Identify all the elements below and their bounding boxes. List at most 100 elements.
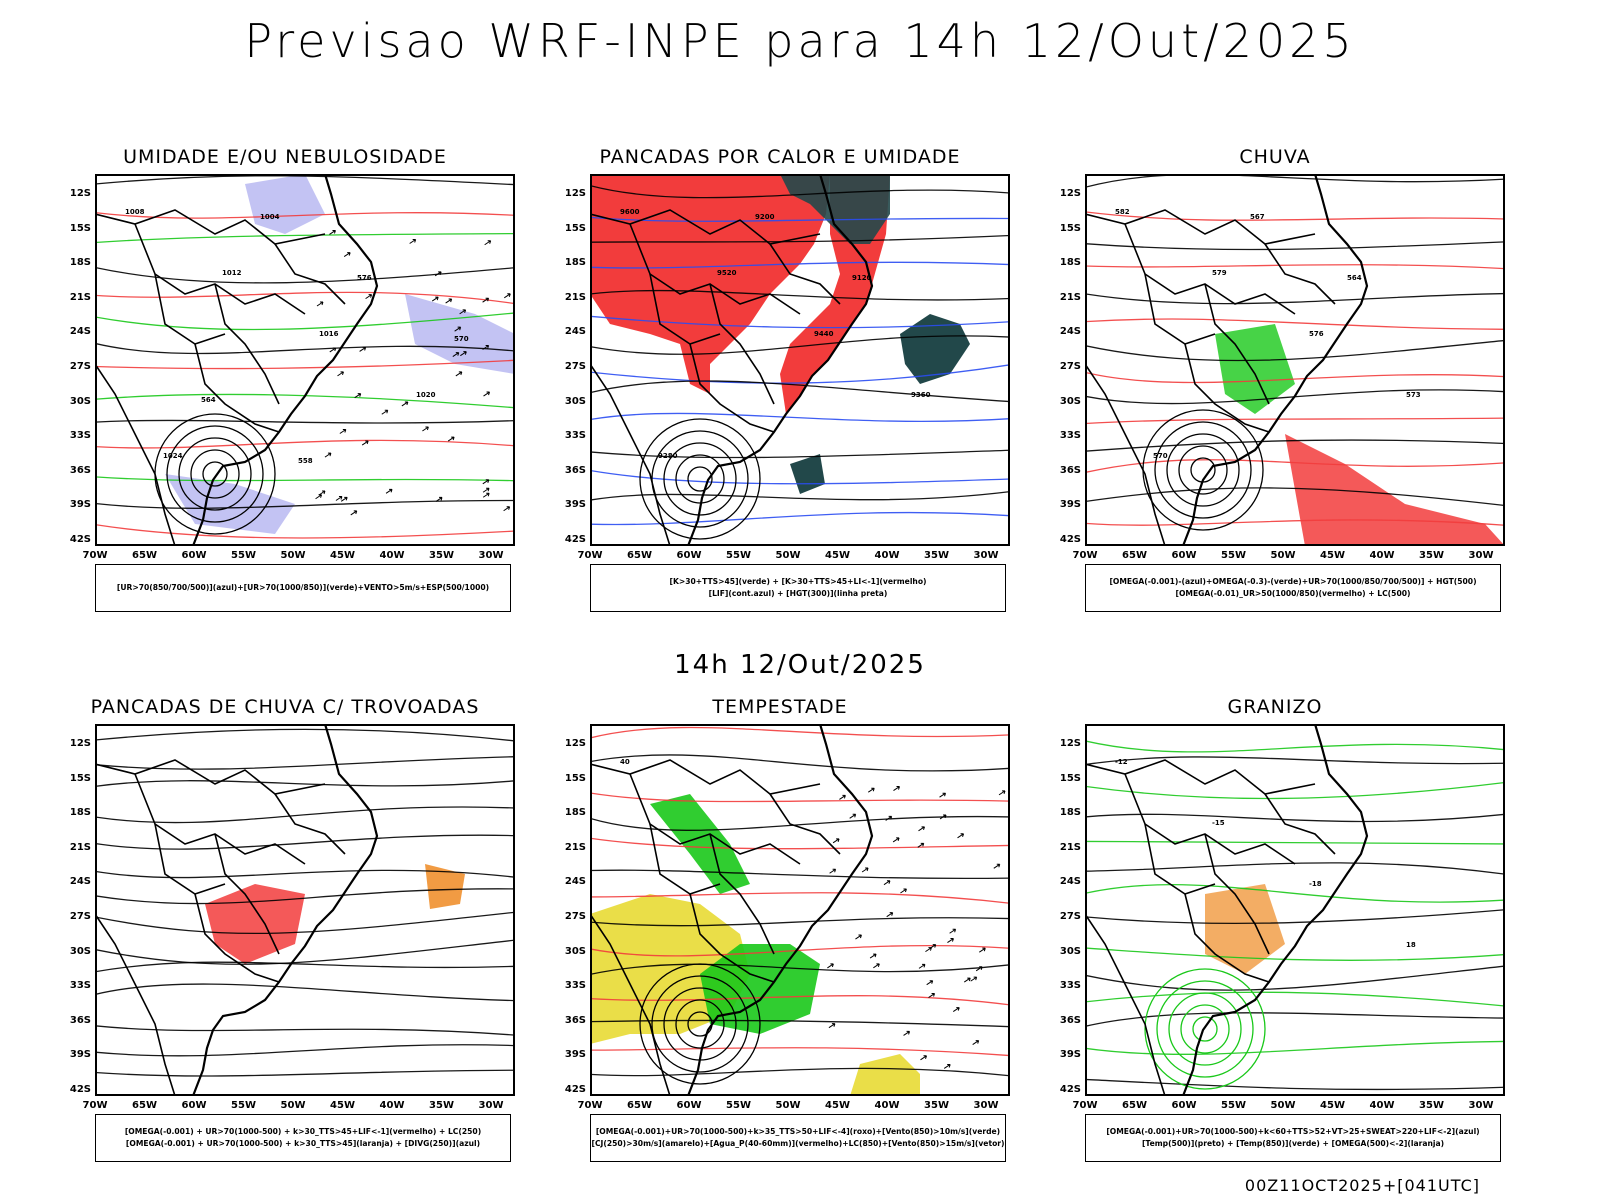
- contour-line: [590, 364, 1010, 384]
- cyclone-ring: [1142, 409, 1264, 531]
- lon-tick-label: 40W: [379, 550, 405, 561]
- map-frame: [590, 724, 1010, 1096]
- jet-area: [850, 1054, 920, 1096]
- wind-arrow: [343, 252, 351, 258]
- lat-tick-label: 15S: [1059, 772, 1081, 784]
- contour-line: [95, 266, 515, 284]
- wind-arrow: [979, 947, 986, 953]
- wind-arrow: [435, 496, 443, 502]
- cyclone-ring: [1166, 433, 1240, 507]
- contour-line: [95, 1025, 515, 1036]
- panel-title: GRANIZO: [1227, 696, 1323, 718]
- contour-line: [1085, 965, 1505, 991]
- lat-tick-label: 18S: [564, 807, 586, 819]
- lon-tick-label: 40W: [874, 550, 900, 561]
- map-umidade: 1008 1012 1016 1020 1024 1004 576 570 564 558: [95, 174, 515, 546]
- cyclone-ring: [675, 999, 725, 1049]
- state-border: [1144, 823, 1216, 895]
- contour-line: [1085, 1012, 1505, 1027]
- wind-arrow: [972, 1040, 980, 1045]
- contour-label: 9600: [620, 208, 640, 216]
- wind-arrow: [839, 794, 846, 800]
- cyclone-ring: [687, 466, 713, 492]
- lat-tick-label: 42S: [1059, 1084, 1081, 1095]
- wind-arrow: [381, 409, 389, 415]
- legend-box: [OMEGA(-0.001) + UR>70(1000-500) + k>30_…: [95, 1114, 511, 1162]
- hail-area: [1205, 884, 1285, 974]
- lon-tick-label: 35W: [924, 550, 949, 561]
- state-border: [769, 243, 841, 305]
- wind-arrow: [459, 309, 467, 315]
- coastline: [191, 724, 379, 1096]
- state-border: [154, 823, 226, 895]
- lat-tick-label: 30S: [1059, 945, 1081, 957]
- heat-area: [790, 454, 825, 494]
- map-tempestade: 40: [590, 724, 1010, 1096]
- lon-tick-label: 30W: [1468, 1100, 1494, 1111]
- wind-arrow: [975, 966, 983, 972]
- lon-tick-label: 40W: [1369, 550, 1395, 561]
- legend-line: [K>30+TTS>45](verde) + [K>30+TTS>45+LI<-…: [669, 577, 927, 586]
- wind-arrow: [939, 814, 947, 820]
- lat-tick-label: 12S: [564, 188, 586, 199]
- contour-line: [1085, 947, 1505, 961]
- state-border: [649, 823, 721, 895]
- map-chuva: 582 579 576 573 570 567 564: [1085, 174, 1505, 546]
- contour-label: 1024: [163, 452, 183, 460]
- lon-tick-label: 45W: [825, 550, 850, 561]
- cyclone-ring: [1154, 421, 1252, 519]
- lat-tick-label: 33S: [564, 980, 586, 992]
- state-border: [1204, 283, 1270, 405]
- state-border: [194, 893, 280, 983]
- storm-area: [425, 864, 465, 909]
- wind-arrow: [385, 488, 393, 494]
- wind-arrow: [482, 345, 490, 350]
- contour-line: [95, 806, 515, 824]
- lat-tick-label: 24S: [564, 876, 586, 888]
- contour-line: [95, 211, 515, 219]
- state-border: [1144, 273, 1216, 345]
- lon-tick-label: 65W: [627, 550, 652, 561]
- lon-tick-label: 45W: [1320, 550, 1345, 561]
- contour-line: [590, 469, 1010, 485]
- contour-line: [95, 728, 515, 742]
- lat-tick-label: 30S: [564, 945, 586, 957]
- cyclone-ring: [1168, 992, 1242, 1066]
- state-border: [1184, 893, 1270, 983]
- coastline: [1181, 724, 1369, 1096]
- legend-line: [OMEGA(-0.001)+UR>70(1000-500)+k<60+TTS>…: [1106, 1127, 1480, 1136]
- lat-tick-label: 27S: [69, 361, 91, 372]
- contour-label: -15: [1212, 819, 1225, 827]
- legend-line: [OMEGA(-0.001)+UR>70(1000-500)+k>35_TTS>…: [595, 1127, 1001, 1136]
- lon-tick-label: 65W: [1122, 550, 1147, 561]
- panel-title: UMIDADE E/OU NEBULOSIDADE: [123, 146, 447, 168]
- contour-line: [95, 983, 515, 1002]
- legend-box: [K>30+TTS>45](verde) + [K>30+TTS>45+LI<-…: [590, 564, 1006, 612]
- wind-arrow: [431, 296, 439, 302]
- contour-line: [1085, 389, 1505, 405]
- wind-arrow: [970, 976, 978, 982]
- wind-arrow: [949, 928, 957, 934]
- lon-tick-label: 35W: [1419, 1100, 1444, 1111]
- contour-label: 9280: [658, 452, 678, 460]
- wind-arrow: [928, 993, 936, 998]
- lon-tick-label: 35W: [924, 1100, 949, 1111]
- wind-arrow: [482, 297, 490, 303]
- contour-label: 9440: [814, 330, 834, 338]
- contour-line: [590, 869, 1010, 880]
- wind-arrow: [886, 912, 894, 918]
- wind-arrow: [900, 888, 907, 894]
- lat-tick-label: 42S: [564, 1084, 586, 1095]
- wind-arrow: [869, 953, 877, 959]
- wind-arrow: [337, 371, 344, 377]
- lon-tick-label: 45W: [330, 1100, 355, 1111]
- contour-line: [590, 216, 1010, 222]
- lat-tick-label: 39S: [1059, 1049, 1081, 1061]
- wind-arrow: [401, 401, 409, 407]
- state-border: [1085, 363, 1166, 546]
- lat-tick-label: 12S: [564, 738, 586, 749]
- lon-tick-label: 60W: [676, 550, 702, 561]
- state-border: [769, 793, 841, 855]
- lat-tick-label: 18S: [1059, 257, 1081, 269]
- panel-pancadas-calor: PANCADAS POR CALOR E UMIDADE 9600 9520 944…: [550, 146, 1010, 626]
